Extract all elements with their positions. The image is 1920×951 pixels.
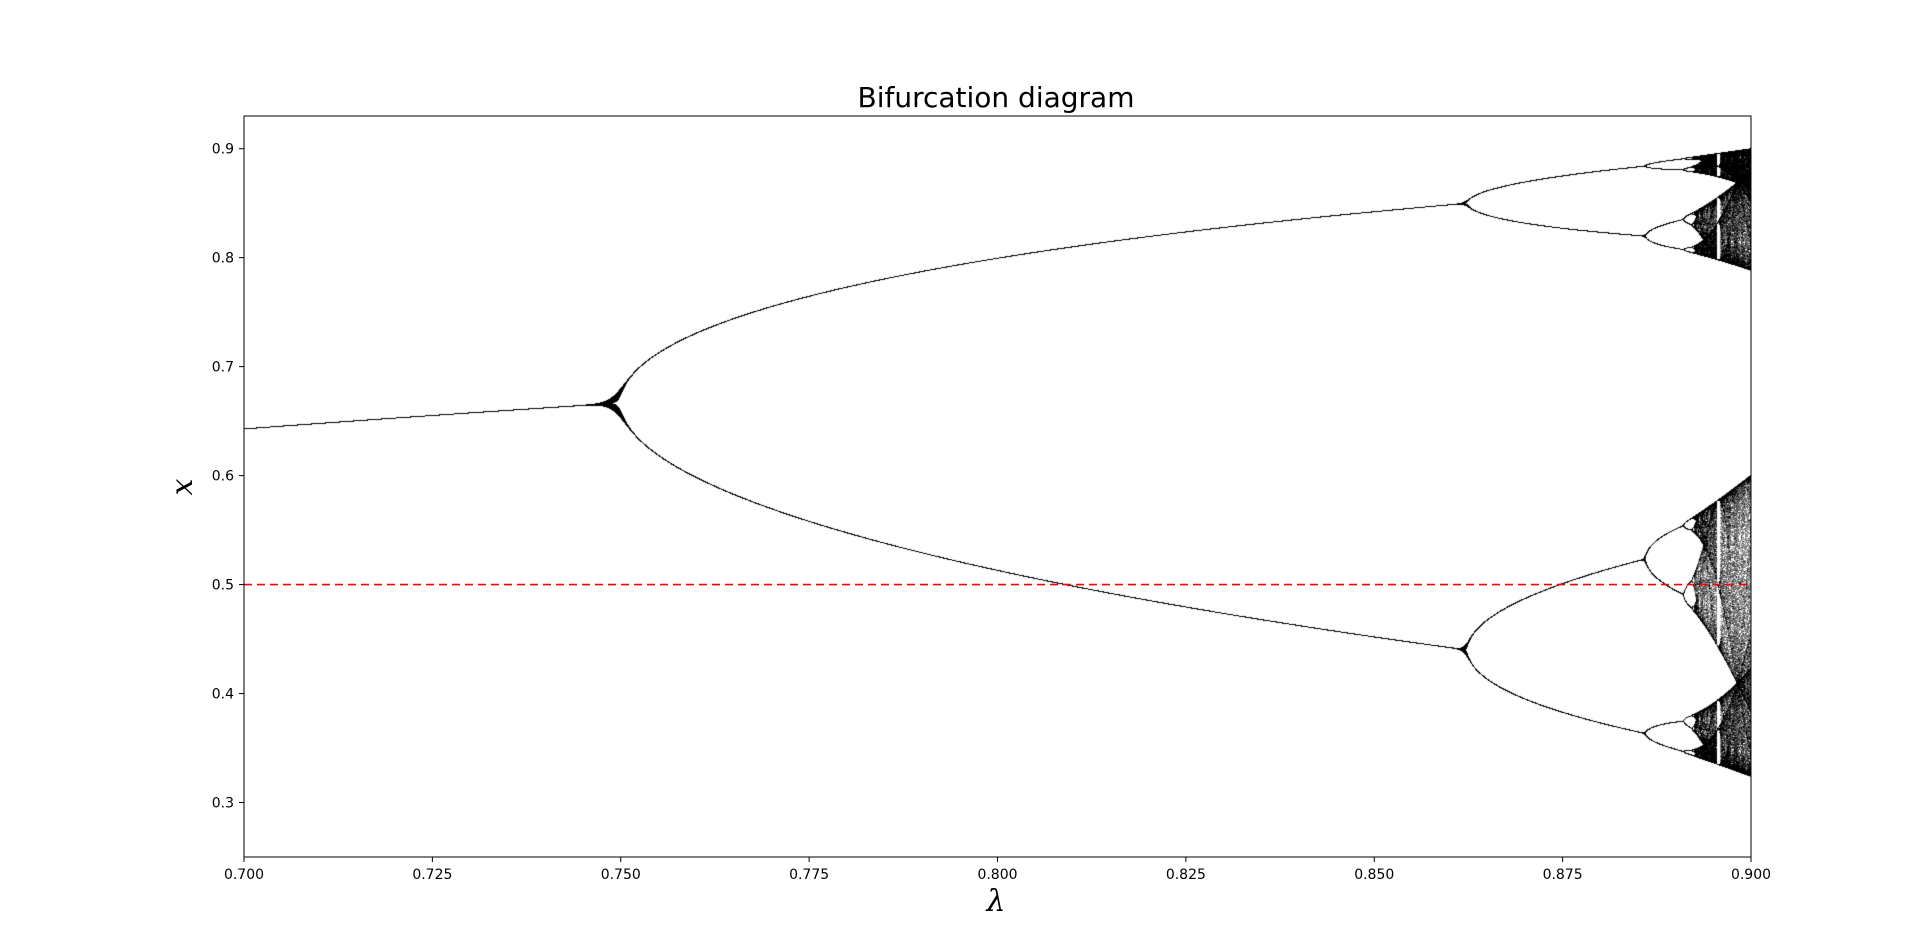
x-tick-label-5: 0.825 [1166,867,1206,883]
x-tick-label-8: 0.900 [1731,867,1771,883]
y-axis-ticks: 0.3 0.4 0.5 0.6 0.7 0.8 0.9 [212,142,244,812]
y-tick-label-3: 0.6 [212,469,234,485]
y-tick-label-5: 0.8 [212,251,234,267]
bifurcation-points [244,116,1751,857]
x-tick-label-7: 0.875 [1543,867,1583,883]
y-tick-label-6: 0.9 [212,142,234,158]
x-axis-label: λ [985,884,1005,919]
plot-area [243,115,1752,858]
y-tick-label-1: 0.4 [212,687,234,703]
y-axis-label: x [165,478,200,495]
x-tick-label-6: 0.850 [1354,867,1394,883]
y-tick-label-4: 0.7 [212,360,234,376]
x-tick-label-3: 0.775 [789,867,829,883]
x-tick-label-2: 0.750 [601,867,641,883]
x-axis-ticks: 0.700 0.725 0.750 0.775 0.800 0.825 0.850 0.875… [224,857,1771,883]
x-tick-label-0: 0.700 [224,867,264,883]
bifurcation-points-raster [244,116,1751,857]
x-tick-label-1: 0.725 [412,867,452,883]
y-tick-label-0: 0.3 [212,796,234,812]
x-tick-label-4: 0.800 [977,867,1017,883]
y-tick-label-2: 0.5 [212,578,234,594]
chart-title: Bifurcation diagram [857,81,1134,114]
